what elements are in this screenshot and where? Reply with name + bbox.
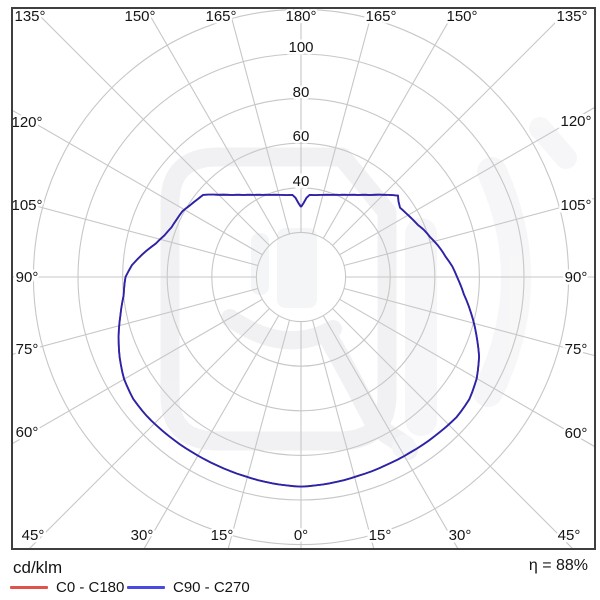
grid-spoke — [29, 308, 270, 548]
angle-label: 120° — [11, 114, 42, 131]
grid-spoke — [311, 319, 375, 548]
watermark-logo — [160, 117, 577, 460]
angle-label: 180° — [285, 8, 316, 25]
grid-spoke — [332, 9, 570, 246]
radial-tick-label: 80 — [293, 84, 310, 101]
angle-label: 90° — [565, 269, 588, 286]
angle-label: 60° — [565, 425, 588, 442]
radial-tick-label: 40 — [293, 173, 310, 190]
grid-spoke — [145, 9, 280, 239]
angle-label: 105° — [560, 197, 591, 214]
grid-spoke — [322, 9, 457, 239]
angle-label: 105° — [11, 197, 42, 214]
angle-label: 15° — [211, 527, 234, 544]
curve-c90-c270 — [117, 193, 480, 488]
angle-label: 120° — [560, 113, 591, 130]
angle-label: 60° — [16, 424, 39, 441]
angle-label: 75° — [16, 341, 39, 358]
grid-spoke — [13, 298, 263, 444]
grid-spoke — [343, 287, 594, 357]
angle-label: 0° — [294, 527, 308, 544]
grid-spoke — [311, 9, 374, 235]
angle-label: 90° — [16, 269, 39, 286]
angle-label: 165° — [205, 8, 236, 25]
angle-label: 135° — [556, 8, 587, 25]
grid-spoke — [227, 319, 291, 548]
angle-label: 150° — [124, 8, 155, 25]
axis-labels: 40 60 80 100 0° 15° 15° 30° 30° 45° 45° 60° 60° 75° 75… — [9, 6, 594, 547]
grid-spoke — [228, 9, 291, 235]
angle-label: 45° — [22, 527, 45, 544]
angle-label: 165° — [365, 8, 396, 25]
grid-spoke — [322, 315, 459, 548]
grid-spoke — [13, 110, 263, 256]
grid-spoke — [339, 107, 594, 256]
grid-spoke — [13, 287, 259, 355]
grid-spoke — [332, 308, 573, 548]
grid-spoke — [13, 199, 259, 267]
angle-label: 45° — [558, 527, 581, 544]
angle-label: 30° — [449, 527, 472, 544]
angle-label: 135° — [14, 8, 45, 25]
angle-label: 150° — [446, 8, 477, 25]
radial-tick-label: 100 — [288, 39, 313, 56]
grid-spoke — [32, 9, 270, 246]
grid-spoke — [143, 315, 280, 548]
angle-label: 30° — [131, 527, 154, 544]
angle-label: 75° — [565, 341, 588, 358]
angle-label: 15° — [369, 527, 392, 544]
radial-tick-label: 60 — [293, 128, 310, 145]
grid-spoke — [339, 298, 594, 447]
grid-spoke — [343, 197, 594, 267]
plot-frame — [11, 7, 596, 550]
